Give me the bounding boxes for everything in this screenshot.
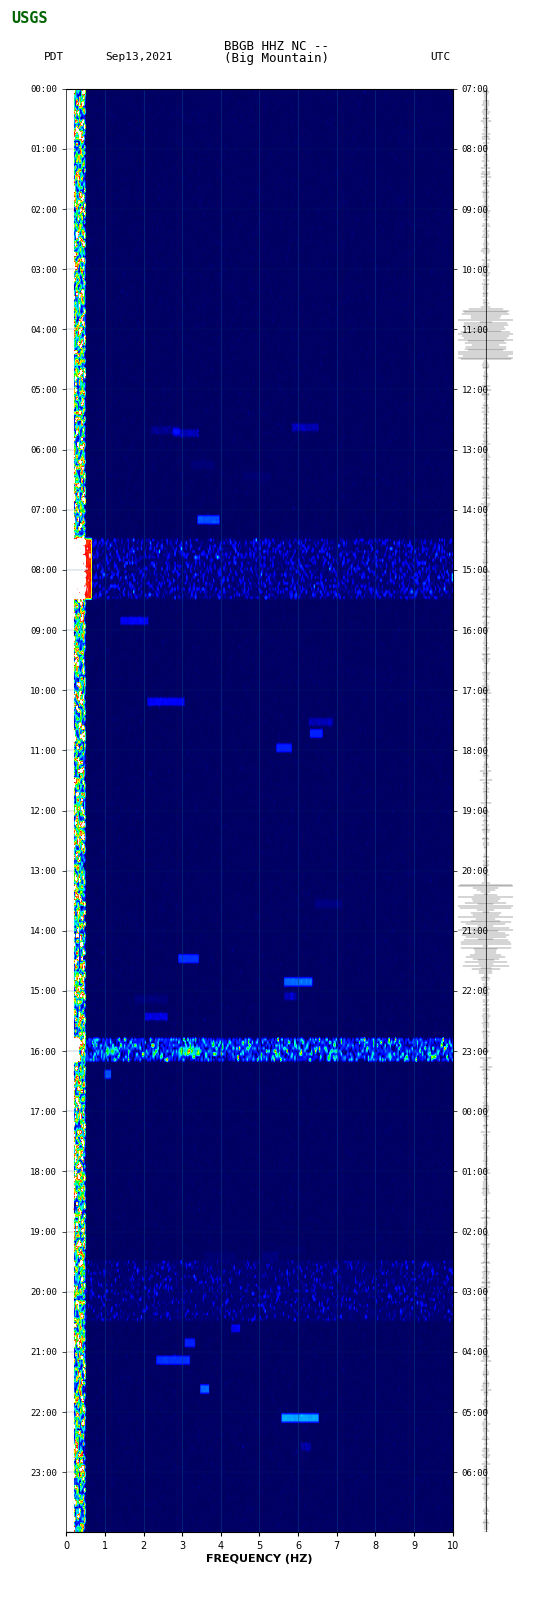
- Text: BBGB HHZ NC --: BBGB HHZ NC --: [224, 40, 328, 53]
- Text: (Big Mountain): (Big Mountain): [224, 52, 328, 65]
- Text: UTC: UTC: [431, 52, 451, 61]
- Text: PDT: PDT: [44, 52, 65, 61]
- X-axis label: FREQUENCY (HZ): FREQUENCY (HZ): [206, 1555, 312, 1565]
- Text: Sep13,2021: Sep13,2021: [105, 52, 172, 61]
- Text: USGS: USGS: [11, 11, 47, 26]
